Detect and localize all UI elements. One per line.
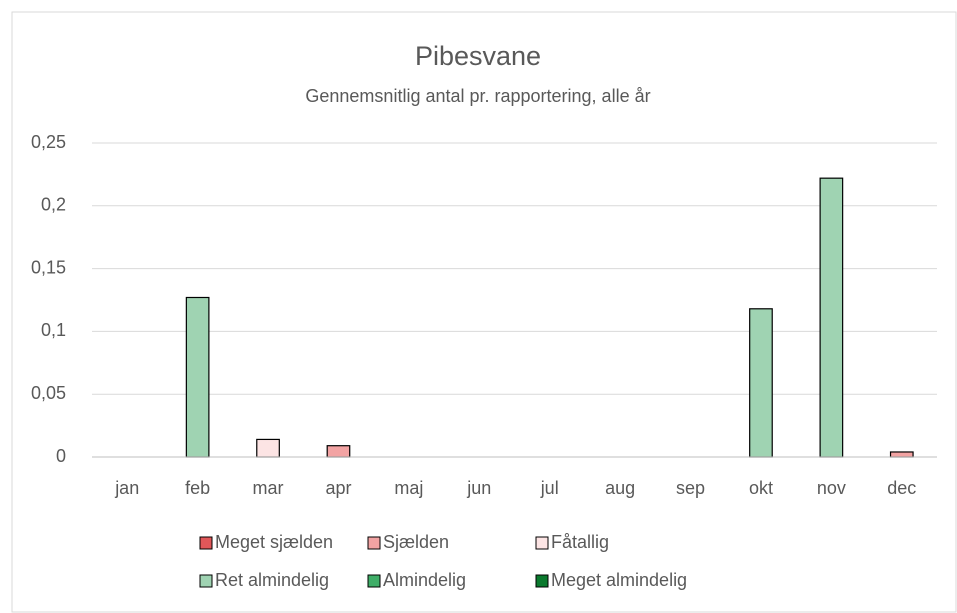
legend-label: Meget sjælden [215,532,333,552]
x-tick-label: jun [466,478,491,498]
chart-title: Pibesvane [415,41,541,71]
bar [185,296,210,458]
bar [749,308,773,458]
x-tick-label: apr [325,478,351,498]
legend-label: Meget almindelig [551,570,687,590]
x-tick-label: jul [540,478,559,498]
y-tick-label: 0,15 [31,257,66,277]
x-tick-label: dec [887,478,916,498]
legend-label: Sjælden [383,532,449,552]
x-tick-label: feb [185,478,210,498]
chart-border [11,11,957,613]
legend-swatch [535,574,549,588]
legend-swatch [367,574,381,588]
legend-swatch [367,536,381,550]
legend-swatch [535,536,549,550]
x-tick-label: mar [253,478,284,498]
y-tick-label: 0 [56,446,66,466]
x-tick-label: jan [114,478,139,498]
legend-swatch [199,574,213,588]
x-tick-label: aug [605,478,635,498]
x-tick-label: sep [676,478,705,498]
legend-swatch [199,536,213,550]
x-tick-label: nov [817,478,846,498]
bar [889,451,914,458]
y-tick-label: 0,1 [41,320,66,340]
legend-label: Almindelig [383,570,466,590]
y-tick-label: 0,25 [31,132,66,152]
x-tick-label: maj [394,478,423,498]
legend-label: Ret almindelig [215,570,329,590]
legend-label: Fåtallig [551,532,609,552]
y-tick-label: 0,2 [41,195,66,215]
bar [326,445,351,458]
bar [256,438,280,458]
bar [819,177,844,458]
y-tick-label: 0,05 [31,383,66,403]
chart-subtitle: Gennemsnitlig antal pr. rapportering, al… [305,86,650,106]
x-tick-label: okt [749,478,773,498]
